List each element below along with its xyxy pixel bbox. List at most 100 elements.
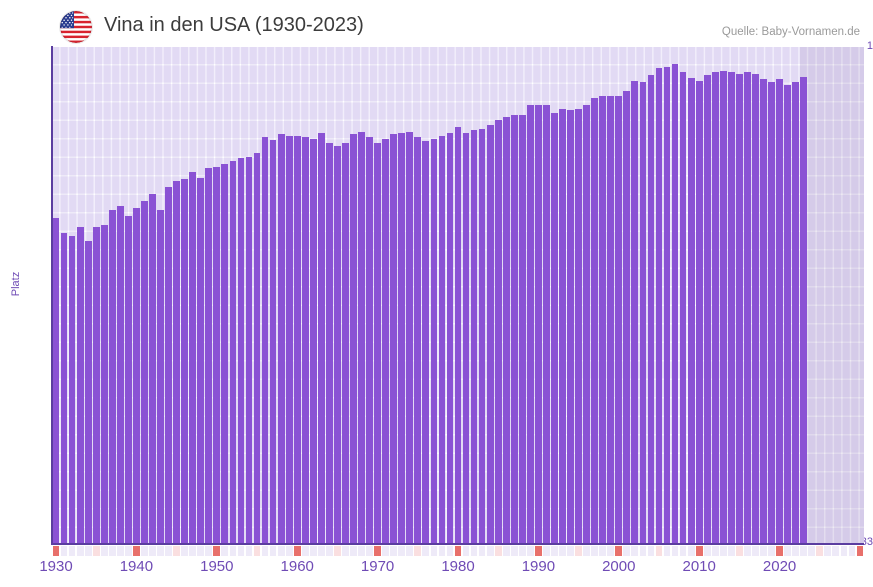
bar: [253, 152, 261, 544]
bar: [149, 193, 156, 544]
x-axis-line: [51, 543, 864, 545]
bar: [695, 80, 703, 544]
x-tick-minor: [157, 546, 164, 556]
bar: [647, 75, 655, 544]
bar: [358, 131, 365, 544]
bar: [591, 97, 599, 544]
bar: [197, 178, 205, 544]
x-tick-major: [213, 546, 221, 556]
x-tick-major: [293, 546, 301, 556]
bar: [414, 137, 422, 544]
x-tick-minor: [237, 546, 245, 556]
x-tick-minor: [607, 546, 615, 556]
x-tick-major: [454, 546, 462, 556]
x-tick-minor: [808, 546, 816, 556]
x-tick-minor: [350, 546, 357, 556]
bar: [711, 71, 719, 544]
bar: [543, 104, 550, 544]
bar: [663, 66, 671, 544]
bar: [655, 68, 663, 544]
x-tick-label: 1980: [441, 558, 475, 575]
bar: [470, 130, 478, 544]
x-tick-minor: [567, 546, 574, 556]
x-tick-minor: [599, 546, 607, 556]
x-tick-minor: [784, 546, 791, 556]
bar: [446, 132, 454, 544]
x-tick-half: [575, 546, 582, 556]
bar: [374, 142, 381, 544]
x-tick-minor: [149, 546, 156, 556]
x-tick-minor: [752, 546, 759, 556]
x-tick-major: [695, 546, 703, 556]
bar: [679, 72, 687, 544]
bar: [800, 76, 808, 544]
x-tick-major: [374, 546, 381, 556]
x-tick-major: [776, 546, 783, 556]
x-tick-minor: [197, 546, 205, 556]
bar: [518, 114, 526, 544]
x-tick-minor: [768, 546, 775, 556]
bar: [68, 235, 76, 544]
x-tick-minor: [679, 546, 687, 556]
bar: [599, 96, 607, 544]
x-tick-minor: [559, 546, 566, 556]
bar: [221, 163, 229, 544]
x-tick-minor: [390, 546, 398, 556]
x-tick-minor: [229, 546, 237, 556]
x-tick-minor: [446, 546, 454, 556]
x-tick-minor: [141, 546, 148, 556]
x-tick-minor: [398, 546, 406, 556]
bar: [141, 200, 148, 544]
plot-area: [52, 47, 864, 544]
x-tick-minor: [181, 546, 189, 556]
x-tick-minor: [760, 546, 767, 556]
x-tick-minor: [744, 546, 751, 556]
x-tick-minor: [832, 546, 840, 556]
bar: [52, 217, 60, 544]
x-tick-half: [334, 546, 341, 556]
bar: [430, 138, 438, 544]
x-axis-labels: 1930 1940 1950 1960 1970 1980 1990 2000 2010 2020: [0, 558, 873, 586]
x-tick-label: 1940: [119, 558, 154, 575]
x-tick-label: 1990: [521, 558, 556, 575]
bar: [671, 64, 679, 544]
bar: [559, 109, 566, 544]
x-tick-minor: [277, 546, 285, 556]
bar: [583, 104, 590, 544]
x-tick-minor: [269, 546, 277, 556]
x-tick-minor: [245, 546, 253, 556]
x-tick-minor: [68, 546, 76, 556]
x-tick-minor: [406, 546, 414, 556]
bar: [124, 216, 132, 544]
x-tick-minor: [366, 546, 373, 556]
bar: [438, 135, 446, 544]
bar: [108, 210, 116, 544]
x-tick-minor: [671, 546, 679, 556]
bar: [454, 127, 462, 544]
bar: [535, 104, 542, 544]
x-tick-half: [173, 546, 180, 556]
bar: [325, 142, 333, 544]
bar: [100, 224, 108, 544]
bar: [309, 138, 317, 544]
bar: [84, 241, 92, 544]
bar: [703, 75, 711, 544]
bar: [382, 138, 390, 544]
bar: [173, 180, 180, 544]
x-tick-label: 1930: [39, 558, 73, 575]
bar: [792, 82, 800, 544]
x-tick-minor: [623, 546, 631, 556]
x-tick-minor: [526, 546, 534, 556]
x-tick-minor: [703, 546, 711, 556]
x-tick-half: [494, 546, 502, 556]
x-tick-minor: [189, 546, 197, 556]
x-tick-minor: [358, 546, 365, 556]
bar: [261, 137, 269, 544]
x-tick-major: [133, 546, 140, 556]
bar: [157, 210, 164, 544]
x-tick-minor: [840, 546, 848, 556]
bar: [631, 80, 639, 544]
x-tick-minor: [301, 546, 309, 556]
x-tick-minor: [462, 546, 470, 556]
bar: [526, 104, 534, 544]
